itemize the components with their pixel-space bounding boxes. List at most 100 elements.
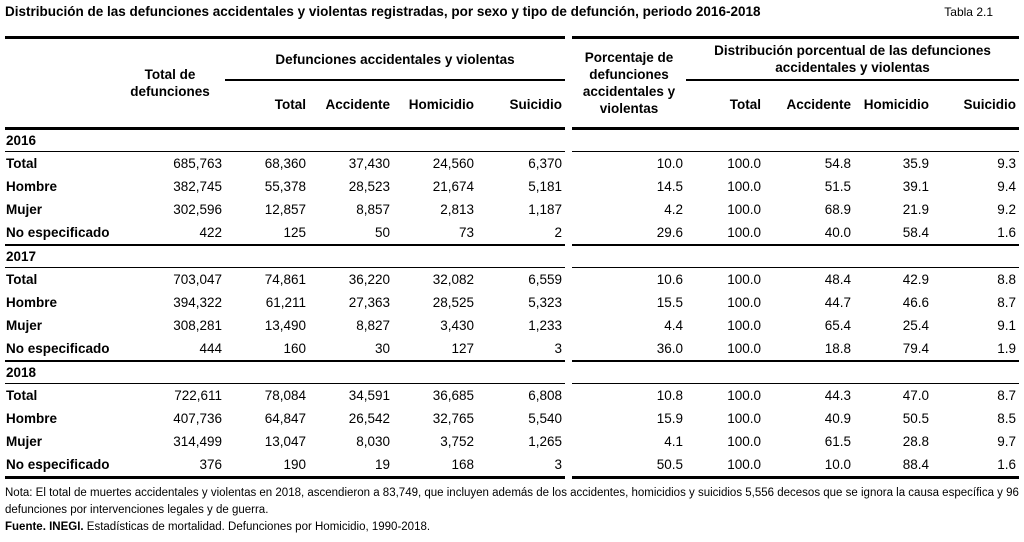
- row-label: No especificado: [6, 341, 110, 356]
- cell: 1.9: [997, 341, 1016, 356]
- table-row: 29.6 100.0 40.0 58.4 1.6: [572, 221, 1019, 244]
- year-spacer: [572, 246, 1019, 268]
- year-section: 2018 Total 722,611 78,084 34,591 36,685 …: [5, 362, 565, 479]
- row-label: Mujer: [6, 318, 43, 333]
- cell: 376: [199, 457, 222, 472]
- note-text: Nota: El total de muertes accidentales y…: [5, 487, 1019, 516]
- source-label: Fuente. INEGI.: [5, 521, 84, 533]
- table-row: Mujer 302,596 12,857 8,857 2,813 1,187: [5, 198, 565, 221]
- cell: 26,542: [348, 411, 390, 426]
- cell: 394,322: [173, 295, 222, 310]
- cell: 36,220: [348, 272, 390, 287]
- column-header-porcentaje: Porcentaje de defunciones accidentales y…: [582, 50, 676, 116]
- cell: 50: [374, 225, 390, 240]
- column-header: Total: [729, 96, 761, 112]
- cell: 28.8: [902, 434, 929, 449]
- cell: 160: [283, 341, 306, 356]
- table-row: 4.2 100.0 68.9 21.9 9.2: [572, 198, 1019, 221]
- row-label: No especificado: [6, 457, 110, 472]
- year-section-right: 10.6 100.0 48.4 42.9 8.8 15.5 100.0 44.7…: [572, 246, 1019, 362]
- cell: 10.0: [824, 457, 851, 472]
- column-header: Accidente: [325, 96, 390, 112]
- cell: 100.0: [727, 318, 761, 333]
- cell: 48.4: [824, 272, 851, 287]
- cell: 51.5: [824, 179, 851, 194]
- cell: 125: [283, 225, 306, 240]
- cell: 1,265: [528, 434, 562, 449]
- table-row: 15.9 100.0 40.9 50.5 8.5: [572, 407, 1019, 430]
- page-title: Distribución de las defunciones accident…: [5, 4, 761, 19]
- cell: 8.8: [997, 272, 1016, 287]
- cell: 65.4: [824, 318, 851, 333]
- cell: 13,490: [264, 318, 306, 333]
- subheader-row: Total Accidente Homicidio Suicidio: [686, 81, 1019, 127]
- statistics-table: Total de defunciones Defunciones acciden…: [5, 36, 1019, 479]
- cell: 36,685: [432, 388, 474, 403]
- cell: 2: [554, 225, 562, 240]
- table-row: No especificado 444 160 30 127 3: [5, 337, 565, 360]
- column-header: Accidente: [786, 96, 851, 112]
- row-label: Hombre: [6, 179, 58, 194]
- cell: 40.9: [824, 411, 851, 426]
- column-header: Suicidio: [509, 96, 562, 112]
- cell: 58.4: [902, 225, 929, 240]
- cell: 68.9: [824, 202, 851, 217]
- row-label: Mujer: [6, 202, 43, 217]
- cell: 308,281: [173, 318, 222, 333]
- table-row: 36.0 100.0 18.8 79.4 1.9: [572, 337, 1019, 360]
- cell: 1.6: [997, 457, 1016, 472]
- cell: 64,847: [264, 411, 306, 426]
- cell: 100.0: [727, 225, 761, 240]
- cell: 100.0: [727, 411, 761, 426]
- table-footnotes: Nota: El total de muertes accidentales y…: [5, 485, 1019, 536]
- column-header: Homicidio: [408, 96, 474, 112]
- cell: 100.0: [727, 341, 761, 356]
- table-left-block: Total de defunciones Defunciones acciden…: [5, 36, 565, 479]
- table-row: 15.5 100.0 44.7 46.6 8.7: [572, 291, 1019, 314]
- table-row: 10.0 100.0 54.8 35.9 9.3: [572, 152, 1019, 175]
- cell: 15.5: [656, 295, 683, 310]
- table-row: 10.8 100.0 44.3 47.0 8.7: [572, 384, 1019, 407]
- year-section: 2016 Total 685,763 68,360 37,430 24,560 …: [5, 130, 565, 246]
- year-label: 2016: [5, 130, 565, 152]
- group-header-label: Distribución porcentual de las defuncion…: [686, 39, 1019, 81]
- row-label: Hombre: [6, 411, 58, 426]
- cell: 36.0: [656, 341, 683, 356]
- cell: 9.1: [997, 318, 1016, 333]
- cell: 21.9: [902, 202, 929, 217]
- cell: 19: [374, 457, 390, 472]
- cell: 3,752: [440, 434, 474, 449]
- column-header-total-defunciones: Total de defunciones: [130, 67, 210, 99]
- cell: 1.6: [997, 225, 1016, 240]
- cell: 6,370: [528, 156, 562, 171]
- cell: 8.7: [997, 388, 1016, 403]
- row-label: No especificado: [6, 225, 110, 240]
- year-spacer: [572, 362, 1019, 384]
- table-number-label: Tabla 2.1: [944, 5, 993, 19]
- cell: 10.6: [656, 272, 683, 287]
- cell: 168: [451, 457, 474, 472]
- cell: 9.7: [997, 434, 1016, 449]
- row-label: Total: [6, 272, 38, 287]
- cell: 73: [458, 225, 474, 240]
- cell: 44.7: [824, 295, 851, 310]
- cell: 32,082: [432, 272, 474, 287]
- cell: 78,084: [264, 388, 306, 403]
- cell: 34,591: [348, 388, 390, 403]
- cell: 15.9: [656, 411, 683, 426]
- cell: 37,430: [348, 156, 390, 171]
- table-header-left: Total de defunciones Defunciones acciden…: [5, 36, 565, 130]
- cell: 407,736: [173, 411, 222, 426]
- cell: 88.4: [902, 457, 929, 472]
- cell: 42.9: [902, 272, 929, 287]
- cell: 39.1: [902, 179, 929, 194]
- cell: 100.0: [727, 272, 761, 287]
- cell: 4.2: [664, 202, 683, 217]
- row-label: Mujer: [6, 434, 43, 449]
- cell: 5,181: [528, 179, 562, 194]
- cell: 8,827: [356, 318, 390, 333]
- column-header: Total: [274, 96, 306, 112]
- cell: 8.7: [997, 295, 1016, 310]
- table-row: 10.6 100.0 48.4 42.9 8.8: [572, 268, 1019, 291]
